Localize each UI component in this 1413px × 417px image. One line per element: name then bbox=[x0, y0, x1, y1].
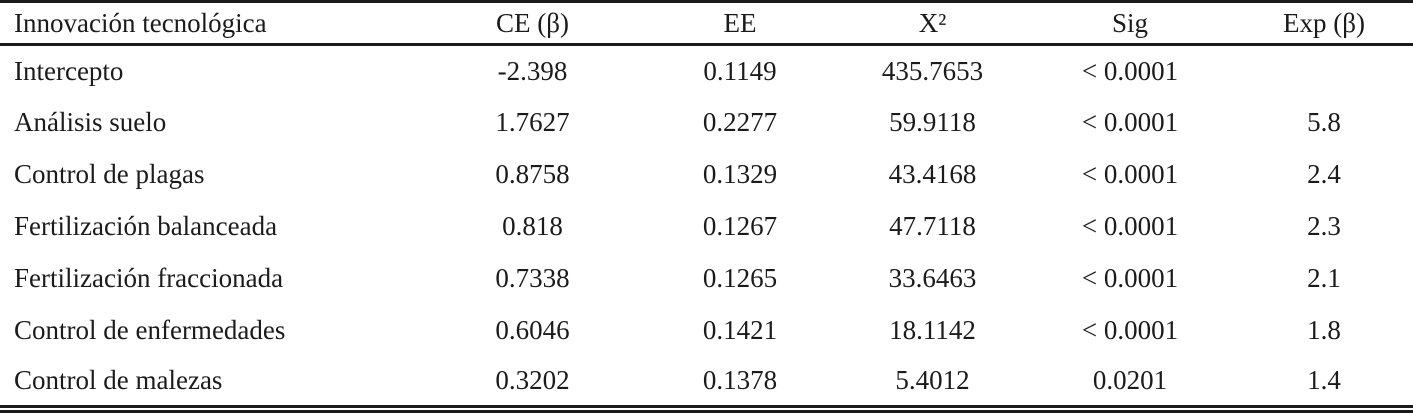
cell-sig: < 0.0001 bbox=[1081, 107, 1179, 137]
table-row: Control de enfermedades 0.6046 0.1421 18… bbox=[0, 305, 1413, 357]
cell-x2: 43.4168 bbox=[888, 159, 977, 189]
cell-label: Intercepto bbox=[14, 55, 124, 86]
cell-label: Control de malezas bbox=[14, 365, 223, 395]
cell-ee: 0.1265 bbox=[702, 263, 778, 293]
cell-exp: 1.4 bbox=[1307, 365, 1341, 395]
cell-label: Análisis suelo bbox=[14, 107, 167, 137]
cell-sig: < 0.0001 bbox=[1081, 159, 1179, 189]
cell-label: Control de enfermedades bbox=[14, 315, 286, 345]
cell-ce: 0.818 bbox=[502, 211, 563, 241]
table-header: Innovación tecnológica CE (β) EE X² Sig … bbox=[0, 1, 1413, 45]
cell-x2: 33.6463 bbox=[888, 263, 977, 293]
column-header-exp: Exp (β) bbox=[1283, 7, 1365, 38]
column-header-innovacion: Innovación tecnológica bbox=[14, 7, 267, 38]
cell-exp: 2.1 bbox=[1307, 263, 1341, 293]
cell-ce: -2.398 bbox=[497, 55, 568, 86]
cell-ce: 0.8758 bbox=[495, 159, 570, 189]
table-body: Intercepto -2.398 0.1149 435.7653 < 0.00… bbox=[0, 45, 1413, 409]
cell-sig: < 0.0001 bbox=[1081, 315, 1179, 345]
cell-exp bbox=[1235, 45, 1413, 97]
cell-ce: 0.7338 bbox=[495, 263, 570, 293]
cell-ce: 0.3202 bbox=[495, 365, 570, 395]
cell-sig: < 0.0001 bbox=[1081, 263, 1179, 293]
cell-sig: 0.0201 bbox=[1092, 365, 1168, 395]
cell-x2: 59.9118 bbox=[889, 107, 976, 137]
cell-exp: 5.8 bbox=[1307, 107, 1341, 137]
cell-sig: < 0.0001 bbox=[1081, 211, 1179, 241]
cell-ee: 0.1329 bbox=[702, 159, 778, 189]
cell-ee: 0.1421 bbox=[702, 315, 778, 345]
column-header-x2: X² bbox=[918, 7, 947, 38]
table-row: Fertilización fraccionada 0.7338 0.1265 … bbox=[0, 253, 1413, 305]
cell-ce: 1.7627 bbox=[495, 107, 570, 137]
cell-sig: < 0.0001 bbox=[1081, 55, 1179, 86]
cell-ee: 0.1149 bbox=[703, 55, 777, 86]
cell-ee: 0.1378 bbox=[702, 365, 778, 395]
column-header-sig: Sig bbox=[1111, 7, 1149, 38]
table-row: Control de malezas 0.3202 0.1378 5.4012 … bbox=[0, 357, 1413, 409]
cell-exp: 2.3 bbox=[1307, 211, 1341, 241]
cell-x2: 435.7653 bbox=[881, 55, 984, 86]
cell-exp: 2.4 bbox=[1307, 159, 1341, 189]
cell-label: Fertilización fraccionada bbox=[14, 263, 284, 293]
table-row: Análisis suelo 1.7627 0.2277 59.9118 < 0… bbox=[0, 97, 1413, 149]
cell-ee: 0.2277 bbox=[702, 107, 778, 137]
table-row: Fertilización balanceada 0.818 0.1267 47… bbox=[0, 201, 1413, 253]
cell-label: Control de plagas bbox=[14, 159, 205, 189]
cell-exp: 1.8 bbox=[1307, 315, 1341, 345]
cell-x2: 5.4012 bbox=[895, 365, 970, 395]
cell-label: Fertilización balanceada bbox=[14, 211, 278, 241]
table-row: Control de plagas 0.8758 0.1329 43.4168 … bbox=[0, 149, 1413, 201]
cell-ce: 0.6046 bbox=[495, 315, 570, 345]
cell-ee: 0.1267 bbox=[702, 211, 778, 241]
cell-x2: 18.1142 bbox=[889, 315, 976, 345]
column-header-ee: EE bbox=[723, 7, 757, 38]
table-row: Intercepto -2.398 0.1149 435.7653 < 0.00… bbox=[0, 45, 1413, 97]
column-header-ce: CE (β) bbox=[496, 7, 569, 38]
header-row: Innovación tecnológica CE (β) EE X² Sig … bbox=[0, 2, 1413, 45]
cell-x2: 47.7118 bbox=[889, 211, 976, 241]
